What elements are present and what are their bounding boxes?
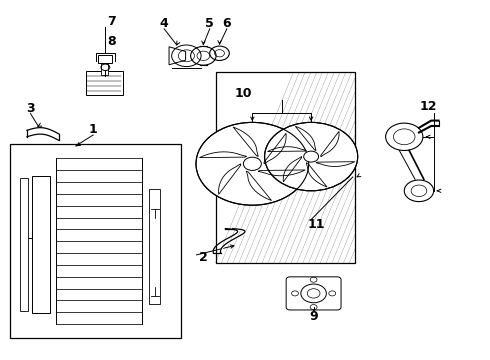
- Text: 8: 8: [107, 35, 116, 48]
- Circle shape: [304, 151, 318, 162]
- FancyBboxPatch shape: [286, 277, 341, 310]
- Text: 7: 7: [107, 15, 116, 28]
- Text: 6: 6: [222, 17, 231, 30]
- Bar: [216, 72, 355, 263]
- Text: 2: 2: [199, 251, 208, 264]
- Bar: [101, 63, 108, 75]
- Text: 4: 4: [160, 17, 169, 30]
- Bar: [32, 176, 50, 313]
- Polygon shape: [169, 47, 186, 65]
- Bar: [98, 55, 112, 63]
- Text: 12: 12: [420, 100, 438, 113]
- Bar: [10, 144, 181, 338]
- Text: 5: 5: [205, 17, 214, 30]
- Circle shape: [244, 157, 261, 170]
- Text: 11: 11: [307, 219, 325, 231]
- Circle shape: [196, 122, 309, 205]
- Text: 9: 9: [309, 310, 318, 323]
- Circle shape: [265, 122, 358, 191]
- Bar: [20, 178, 28, 311]
- Bar: [149, 189, 160, 304]
- Bar: [86, 71, 122, 95]
- Text: 3: 3: [26, 102, 35, 114]
- Text: 1: 1: [89, 123, 98, 136]
- Text: 10: 10: [235, 87, 252, 100]
